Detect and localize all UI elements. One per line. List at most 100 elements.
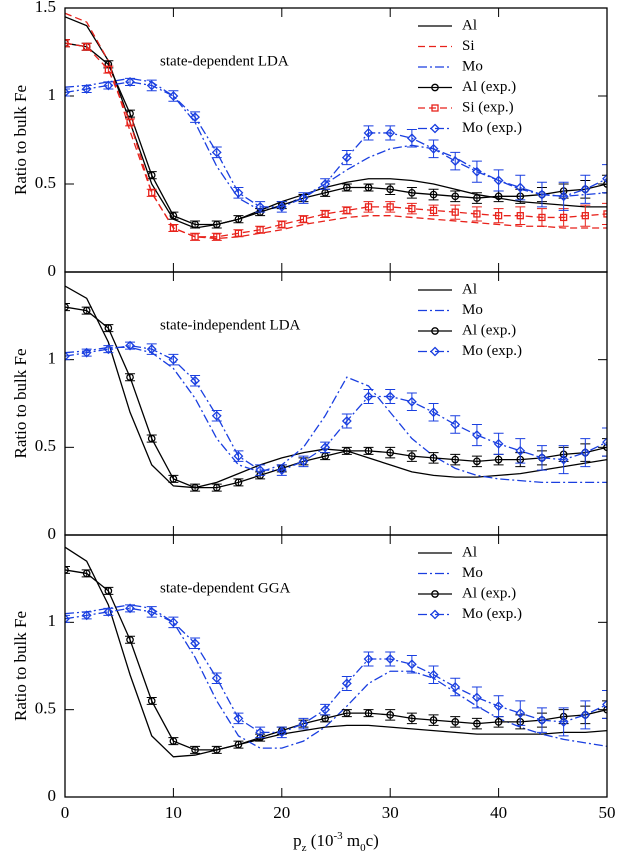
marker [190,112,200,123]
marker [450,419,461,430]
error-bar [558,707,569,737]
marker [385,654,396,664]
marker [103,344,114,355]
plot [65,546,607,758]
marker [515,182,526,193]
marker [298,718,309,729]
marker [168,354,179,365]
y-axis-label: Ratio to bulk Fe [11,348,30,458]
marker [429,716,438,724]
marker [537,715,547,726]
marker [190,638,200,649]
plot [65,285,607,492]
x-axis-label-part: p [293,831,302,850]
legend-label: Al (exp.) [462,322,516,338]
marker [408,204,416,213]
marker [494,192,503,201]
marker [406,133,417,144]
marker [320,704,331,715]
marker [408,714,416,723]
marker [255,201,266,212]
marker [428,407,439,418]
marker [234,740,243,749]
marker [580,184,591,195]
x-tick-label: 30 [382,803,399,822]
series-line [65,346,607,484]
legend-label: Al (exp.) [462,79,516,95]
marker [65,87,70,98]
marker [81,84,92,94]
marker [472,166,482,177]
marker [494,455,503,464]
plot [65,12,607,241]
legend-label: Al [462,544,477,560]
y-tick-label: 1 [48,349,57,368]
marker [558,716,569,727]
marker [212,220,221,229]
error-bar [471,424,482,447]
marker [233,713,244,724]
marker [493,701,504,712]
error-bar [450,677,461,697]
error-bar [580,174,591,204]
marker [299,215,308,223]
marker [429,206,438,215]
marker [168,91,179,101]
marker [385,128,396,138]
marker [278,220,286,229]
marker [104,587,113,595]
marker [82,306,91,315]
marker [364,203,373,211]
error-bar [602,689,607,719]
x-tick-label: 10 [165,803,182,822]
marker [602,173,607,184]
marker [298,456,309,467]
marker [363,128,374,138]
y-tick-label: 1 [48,611,57,630]
marker [473,457,481,466]
marker [234,229,243,237]
marker [580,447,591,458]
marker [168,617,179,628]
y-tick-label: 0 [48,524,57,543]
error-bar [450,151,461,171]
error-bar [515,700,526,726]
error-bar [580,204,591,227]
marker [82,569,91,578]
marker [450,682,461,692]
series-line [65,42,607,226]
marker [494,718,503,726]
marker [147,171,156,180]
x-axis-label-part: -3 [333,830,343,842]
marker [406,396,417,407]
x-tick-label: 40 [490,803,507,822]
marker [146,606,157,617]
marker [386,185,395,194]
legend-marker [430,609,440,620]
series-line [65,569,607,751]
marker [515,445,526,456]
error-bar [536,208,547,227]
error-bar [65,614,70,623]
y-tick-label: 0.5 [35,699,56,718]
marker [147,697,156,705]
marker [363,391,374,402]
marker [559,213,568,222]
marker [169,224,178,232]
marker [126,118,134,127]
marker [472,430,482,440]
marker [451,208,459,216]
x-tick-label: 50 [599,803,616,822]
marker [298,193,309,203]
marker [473,194,481,202]
legend-marker [431,104,439,112]
x-tick-label: 20 [273,803,290,822]
plot-frame [64,7,608,273]
marker [428,143,439,154]
marker [255,465,266,476]
marker [364,446,373,455]
marker [473,210,481,218]
marker [104,324,113,332]
marker [602,437,607,447]
